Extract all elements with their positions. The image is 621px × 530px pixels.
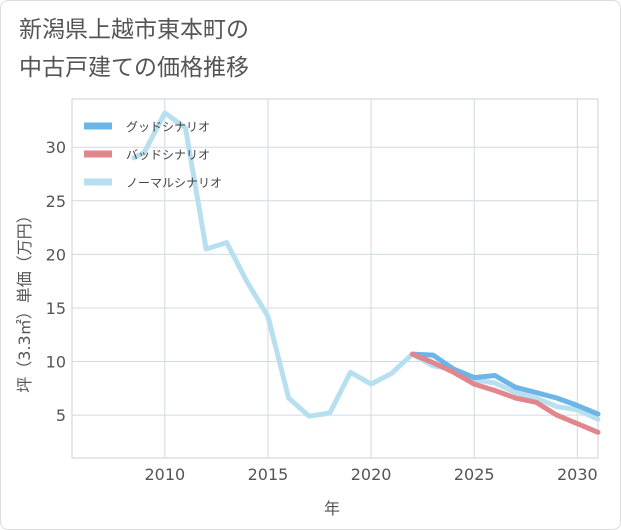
- series-lines: [131, 110, 601, 435]
- y-tick-label: 25: [46, 192, 66, 211]
- legend-label-0: グッドシナリオ: [126, 120, 210, 134]
- chart-title: 新潟県上越市東本町の 中古戸建ての価格推移: [19, 11, 249, 87]
- y-tick-label: 5: [56, 406, 66, 425]
- y-tick-label: 30: [46, 138, 66, 157]
- series-line-2: [131, 110, 601, 422]
- y-axis-label: 坪（3.3㎡）単価（万円）: [15, 207, 34, 392]
- legend-label-1: バッドシナリオ: [126, 148, 210, 162]
- y-tick-label: 20: [46, 245, 66, 264]
- series-line-1: [409, 351, 601, 435]
- y-tick-label: 10: [46, 353, 66, 372]
- y-axis-ticks: 5 10 15 20 25 30: [46, 138, 66, 425]
- chart-title-line-1: 新潟県上越市東本町の: [19, 17, 249, 43]
- x-axis-ticks: 2010 2015 2020 2025 2030: [144, 465, 597, 484]
- x-tick-label: 2015: [248, 465, 289, 484]
- series-line-0: [409, 351, 601, 417]
- x-axis-label: 年: [324, 499, 340, 518]
- x-tick-label: 2025: [454, 465, 495, 484]
- legend-label-2: ノーマルシナリオ: [126, 176, 222, 190]
- x-tick-label: 2010: [144, 465, 185, 484]
- grid-lines: [72, 99, 598, 458]
- chart-title-line-2: 中古戸建ての価格推移: [19, 55, 249, 81]
- y-tick-label: 15: [46, 299, 66, 318]
- x-tick-label: 2030: [557, 465, 598, 484]
- x-tick-label: 2020: [351, 465, 392, 484]
